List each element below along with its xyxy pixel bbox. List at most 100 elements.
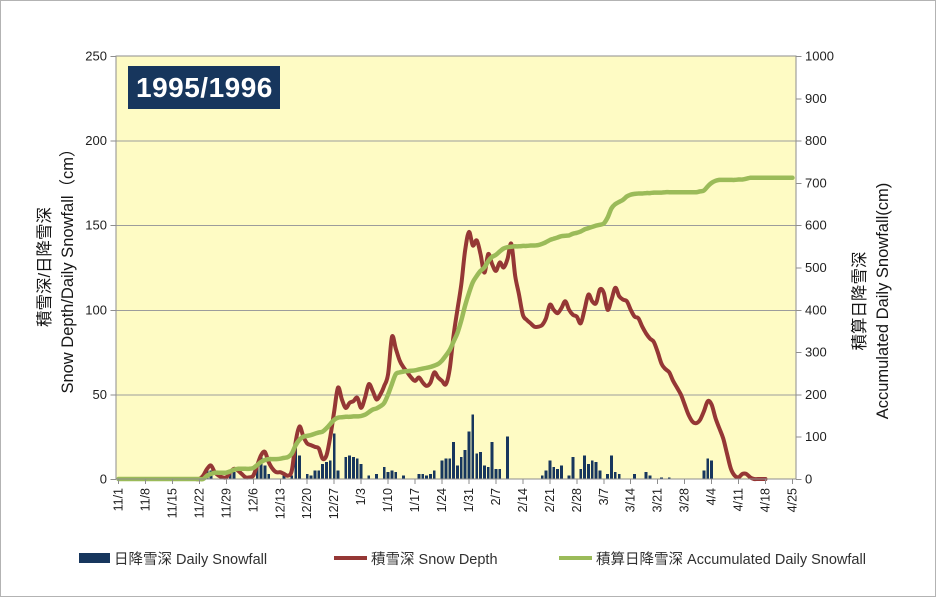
right-axis-tick-label: 1000 [805, 49, 834, 64]
x-axis-tick-label: 2/14 [516, 488, 530, 512]
right-axis-title-jp: 積算日降雪深 [851, 251, 869, 351]
bar [644, 472, 648, 479]
x-axis-tick-label: 2/7 [489, 488, 503, 505]
bar [606, 473, 609, 479]
bar [355, 458, 359, 479]
bar [290, 475, 294, 479]
bar [583, 455, 586, 479]
bar [432, 470, 436, 479]
bar [483, 465, 486, 479]
x-axis-tick-label: 1/31 [462, 488, 476, 512]
bar [560, 465, 563, 479]
bar [702, 470, 706, 479]
x-axis-tick-label: 12/13 [273, 488, 287, 519]
bar [590, 460, 594, 479]
bar [429, 473, 432, 479]
bar [375, 473, 378, 479]
right-axis-tick-label: 600 [805, 218, 827, 233]
axis-ticks [110, 56, 802, 484]
bar [613, 472, 617, 479]
x-axis-tick-label: 3/7 [597, 488, 611, 505]
bar [232, 472, 236, 479]
left-axis-tick-label: 50 [93, 387, 107, 402]
x-axis-tick-label: 11/8 [139, 488, 153, 511]
bar [471, 414, 475, 479]
bar [298, 455, 301, 479]
right-axis-tick-labels: 0 100 200 300 400 500 600 700 800 900 1000 [805, 49, 834, 487]
bar [544, 470, 548, 479]
bar [467, 431, 471, 479]
bar [359, 463, 363, 479]
right-axis-tick-label: 800 [805, 133, 827, 148]
bar [325, 462, 328, 479]
x-axis-tick-label: 3/14 [624, 488, 638, 512]
bar [444, 458, 448, 479]
legend-label: 積雪深 Snow Depth [371, 551, 498, 568]
legend-line-swatch [334, 556, 367, 560]
bar [263, 465, 267, 479]
x-axis-tick-label: 12/20 [300, 488, 314, 519]
bar [552, 467, 556, 479]
legend-entry-daily-snowfall: 日降雪深 Daily Snowfall [79, 547, 267, 569]
daily-snowfall-bars [205, 414, 713, 479]
x-axis-tick-label: 2/28 [570, 488, 584, 512]
bar [344, 457, 348, 479]
left-axis-tick-label: 250 [85, 49, 107, 64]
bar [321, 463, 324, 479]
left-axis-tick-label: 100 [85, 302, 107, 317]
accumulated-snowfall-line [116, 175, 795, 482]
bar [587, 463, 590, 479]
right-axis-tick-label: 400 [805, 302, 827, 317]
bar [313, 470, 317, 479]
bar [348, 455, 351, 479]
plot-area [116, 56, 796, 479]
bar [332, 433, 336, 479]
bar [425, 475, 428, 479]
legend-label: 積算日降雪深 Accumulated Daily Snowfall [596, 551, 866, 568]
bar [367, 475, 371, 479]
bar [648, 475, 652, 479]
right-axis-tick-label: 200 [805, 387, 827, 402]
bar [459, 457, 463, 479]
left-axis-title-en: Snow Depth/Daily Snowfall（cm） [59, 140, 77, 394]
bar [456, 465, 459, 479]
legend-entry-accumulated: 積算日降雪深 Accumulated Daily Snowfall [559, 547, 866, 569]
bar [317, 470, 321, 479]
bar [479, 451, 482, 479]
left-axis-tick-label: 150 [85, 218, 107, 233]
bar [710, 460, 713, 479]
bar [390, 470, 394, 479]
bar [506, 436, 509, 479]
bar [402, 475, 405, 479]
snow-depth-line [193, 229, 768, 482]
chart-title-box: 1995/1996 [128, 66, 280, 109]
bar [667, 477, 671, 479]
bar [567, 475, 571, 479]
right-axis-tick-label: 500 [805, 260, 827, 275]
right-axis-tick-label: 0 [805, 472, 812, 487]
bar [486, 467, 490, 479]
bar [448, 458, 452, 479]
bar [440, 460, 444, 479]
x-axis-tick-label: 11/15 [165, 488, 179, 518]
bar [706, 458, 710, 479]
bar [417, 473, 421, 479]
bar [352, 457, 355, 479]
x-axis-tick-label: 4/18 [759, 488, 773, 512]
chart-title: 1995/1996 [136, 71, 273, 103]
left-axis-title-jp: 積雪深/日降雪深 [36, 206, 54, 328]
bar [282, 475, 286, 479]
bar [228, 473, 232, 479]
right-axis-tick-label: 700 [805, 175, 827, 190]
bar [386, 472, 390, 479]
legend-bar-swatch [79, 553, 110, 563]
bar [382, 467, 386, 479]
bar [540, 475, 544, 479]
bar [394, 472, 398, 479]
bar [571, 457, 575, 479]
bar [633, 473, 636, 479]
bar [660, 477, 663, 479]
left-axis-title: 積雪深/日降雪深 Snow Depth/Daily Snowfall（cm） [34, 7, 80, 527]
left-axis-tick-labels: 0 50 100 150 200 250 [85, 49, 107, 487]
